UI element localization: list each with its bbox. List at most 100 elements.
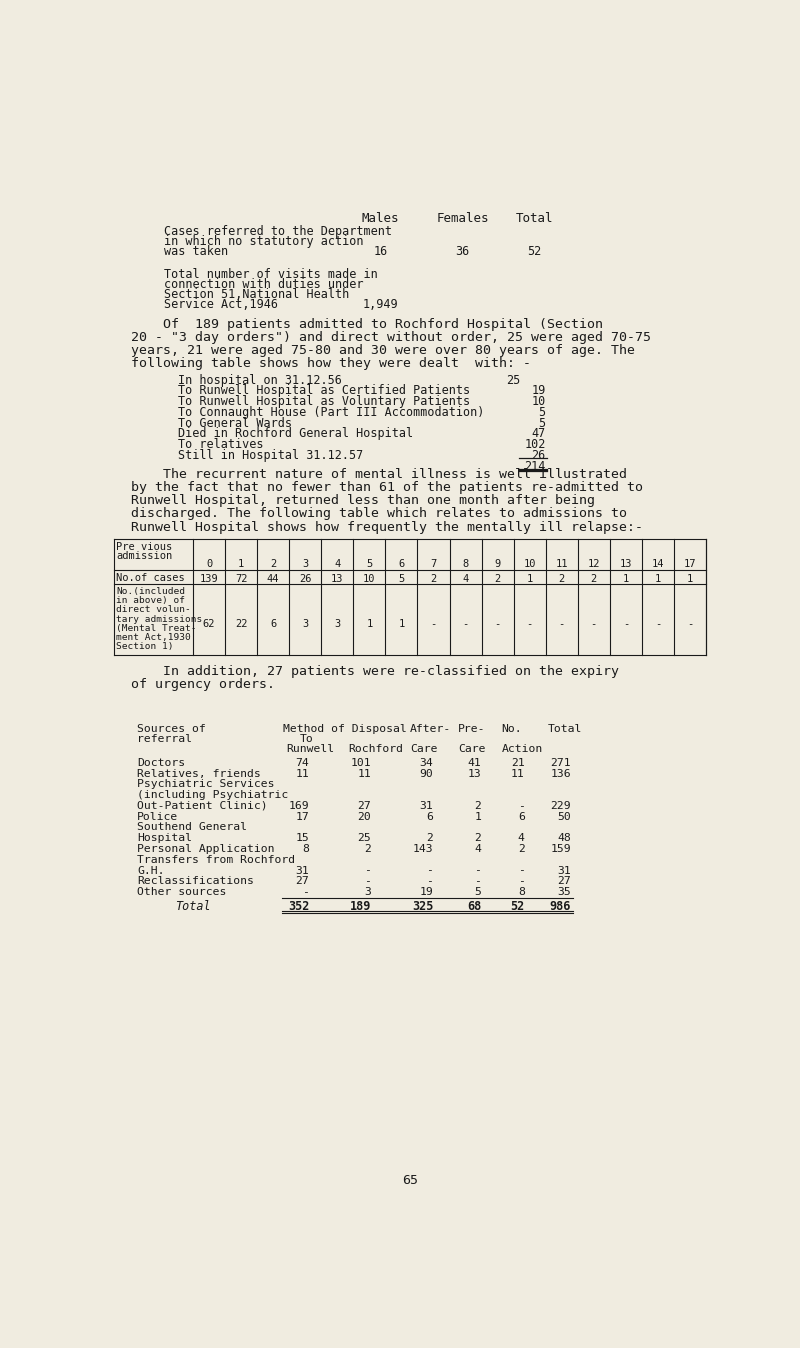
Text: 5: 5 — [538, 417, 546, 430]
Text: Doctors: Doctors — [138, 758, 186, 768]
Text: 2: 2 — [494, 574, 501, 584]
Text: Total: Total — [175, 900, 211, 913]
Text: 6: 6 — [426, 811, 434, 822]
Text: In hospital on 31.12.56: In hospital on 31.12.56 — [178, 373, 342, 387]
Text: in which no statutory action: in which no statutory action — [163, 235, 363, 248]
Text: 4: 4 — [518, 833, 525, 844]
Text: -: - — [558, 619, 565, 630]
Text: 214: 214 — [524, 460, 546, 473]
Text: -: - — [518, 876, 525, 887]
Text: tary admissions: tary admissions — [116, 615, 202, 624]
Text: Out-Patient Clinic): Out-Patient Clinic) — [138, 801, 268, 811]
Text: 25: 25 — [358, 833, 371, 844]
Text: 11: 11 — [511, 768, 525, 779]
Text: 1: 1 — [622, 574, 629, 584]
Text: 52: 52 — [510, 900, 525, 913]
Text: 11: 11 — [295, 768, 310, 779]
Text: 31: 31 — [295, 865, 310, 876]
Text: Total: Total — [515, 212, 553, 225]
Text: discharged. The following table which relates to admissions to: discharged. The following table which re… — [131, 507, 627, 520]
Text: Personal Application: Personal Application — [138, 844, 274, 855]
Text: 10: 10 — [363, 574, 376, 584]
Text: Total number of visits made in: Total number of visits made in — [163, 268, 378, 280]
Text: 17: 17 — [684, 559, 696, 569]
Text: 62: 62 — [202, 619, 215, 630]
Text: 19: 19 — [419, 887, 434, 898]
Text: 229: 229 — [550, 801, 571, 811]
Text: 1,949: 1,949 — [362, 298, 398, 311]
Text: (Mental Treat-: (Mental Treat- — [116, 624, 197, 632]
Text: Hospital: Hospital — [138, 833, 192, 844]
Text: 102: 102 — [524, 438, 546, 452]
Text: 72: 72 — [235, 574, 247, 584]
Text: 74: 74 — [295, 758, 310, 768]
Text: 5: 5 — [398, 574, 405, 584]
Text: Action: Action — [502, 744, 542, 754]
Text: 22: 22 — [235, 619, 247, 630]
Text: 2: 2 — [558, 574, 565, 584]
Text: No.: No. — [502, 724, 522, 733]
Text: The recurrent nature of mental illness is well illustrated: The recurrent nature of mental illness i… — [131, 468, 627, 481]
Text: 8: 8 — [462, 559, 469, 569]
Text: 5: 5 — [538, 406, 546, 419]
Text: -: - — [687, 619, 693, 630]
Text: 4: 4 — [334, 559, 341, 569]
Text: 27: 27 — [295, 876, 310, 887]
Text: years, 21 were aged 75-80 and 30 were over 80 years of age. The: years, 21 were aged 75-80 and 30 were ov… — [131, 344, 635, 357]
Text: 352: 352 — [288, 900, 310, 913]
Text: Pre-: Pre- — [458, 724, 486, 733]
Text: Care: Care — [458, 744, 486, 754]
Text: 1: 1 — [398, 619, 405, 630]
Text: 44: 44 — [267, 574, 279, 584]
Text: No.(included: No.(included — [116, 586, 186, 596]
Text: -: - — [364, 876, 371, 887]
Text: 101: 101 — [350, 758, 371, 768]
Text: 2: 2 — [474, 833, 482, 844]
Text: -: - — [518, 865, 525, 876]
Text: 5: 5 — [366, 559, 373, 569]
Text: 27: 27 — [558, 876, 571, 887]
Text: 8: 8 — [302, 844, 310, 855]
Text: 17: 17 — [295, 811, 310, 822]
Text: Rochford: Rochford — [348, 744, 403, 754]
Text: -: - — [622, 619, 629, 630]
Text: 3: 3 — [302, 619, 308, 630]
Text: Police: Police — [138, 811, 178, 822]
Text: -: - — [655, 619, 661, 630]
Text: 26: 26 — [299, 574, 311, 584]
Text: 48: 48 — [558, 833, 571, 844]
Text: 143: 143 — [413, 844, 434, 855]
Text: To Connaught House (Part III Accommodation): To Connaught House (Part III Accommodati… — [178, 406, 484, 419]
Text: 14: 14 — [652, 559, 664, 569]
Text: -: - — [494, 619, 501, 630]
Text: 27: 27 — [358, 801, 371, 811]
Text: -: - — [590, 619, 597, 630]
Text: 11: 11 — [555, 559, 568, 569]
Text: Southend General: Southend General — [138, 822, 247, 833]
Text: 20: 20 — [358, 811, 371, 822]
Text: 4: 4 — [462, 574, 469, 584]
Text: 2: 2 — [426, 833, 434, 844]
Text: 7: 7 — [430, 559, 437, 569]
Text: 2: 2 — [364, 844, 371, 855]
Text: Cases referred to the Department: Cases referred to the Department — [163, 225, 391, 237]
Text: 16: 16 — [374, 245, 388, 257]
Text: 3: 3 — [364, 887, 371, 898]
Text: -: - — [426, 876, 434, 887]
Text: 325: 325 — [412, 900, 434, 913]
Text: Other sources: Other sources — [138, 887, 226, 898]
Text: 35: 35 — [558, 887, 571, 898]
Text: G.H.: G.H. — [138, 865, 165, 876]
Text: 3: 3 — [302, 559, 308, 569]
Text: To General Wards: To General Wards — [178, 417, 291, 430]
Text: -: - — [426, 865, 434, 876]
Text: 2: 2 — [518, 844, 525, 855]
Text: ment Act,1930: ment Act,1930 — [116, 634, 191, 642]
Text: -: - — [474, 865, 482, 876]
Text: Psychiatric Services: Psychiatric Services — [138, 779, 274, 790]
Text: 13: 13 — [331, 574, 343, 584]
Text: was taken: was taken — [163, 245, 228, 257]
Text: -: - — [302, 887, 310, 898]
Text: To Runwell Hospital as Voluntary Patients: To Runwell Hospital as Voluntary Patient… — [178, 395, 470, 408]
Text: Died in Rochford General Hospital: Died in Rochford General Hospital — [178, 427, 413, 441]
